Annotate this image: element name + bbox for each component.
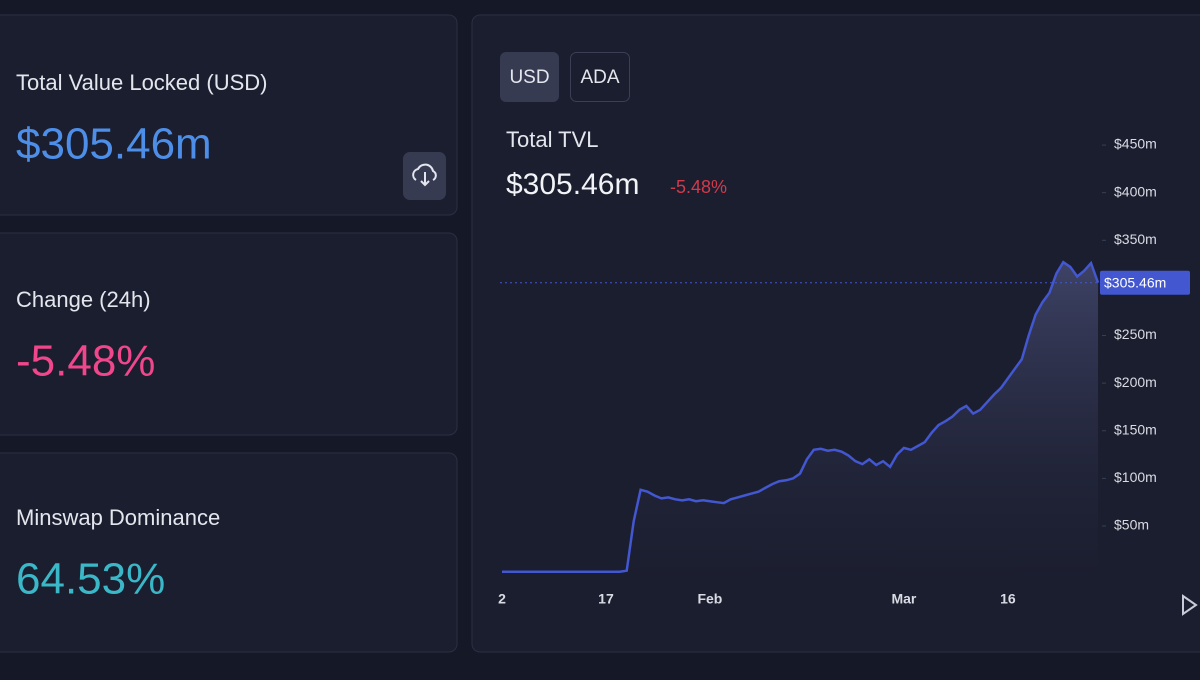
card-label: Total Value Locked (USD): [16, 70, 268, 95]
download-button[interactable]: [403, 152, 446, 200]
y-tick-label: $100m: [1114, 469, 1157, 485]
y-tick-label: $150m: [1114, 421, 1157, 437]
x-tick-label: Mar: [891, 591, 916, 607]
card-value: $305.46m: [16, 120, 212, 169]
card: [0, 452, 458, 653]
headline-value: $305.46m: [506, 168, 639, 201]
headline-change: -5.48%: [670, 177, 727, 197]
line: [502, 260, 1100, 573]
chart-title: Total TVL: [506, 127, 599, 152]
card: [0, 232, 458, 436]
x-tick-label: 16: [1000, 591, 1016, 607]
card: [0, 14, 458, 216]
card-value: 64.53%: [16, 555, 165, 604]
y-tick-label: $50m: [1114, 517, 1149, 533]
toggle-label[interactable]: ADA: [580, 67, 619, 88]
y-tick-label: $450m: [1114, 136, 1157, 152]
y-tick-label: $400m: [1114, 183, 1157, 199]
area-fill: [502, 262, 1098, 574]
scroll-icon[interactable]: [1182, 594, 1198, 616]
toggle-button[interactable]: [570, 52, 630, 102]
y-tick-label: $200m: [1114, 374, 1157, 390]
toggle-label[interactable]: USD: [509, 67, 549, 88]
card-value: -5.48%: [16, 337, 155, 386]
x-tick-label: 17: [598, 591, 614, 607]
y-tick-label: $350m: [1114, 231, 1157, 247]
x-tick-label: 2: [498, 591, 506, 607]
card-label: Change (24h): [16, 287, 151, 312]
y-tick-label: $250m: [1114, 326, 1157, 342]
marker-tag: [1100, 270, 1190, 295]
marker-label: $305.46m: [1104, 274, 1166, 290]
card-label: Minswap Dominance: [16, 505, 220, 530]
x-tick-label: Feb: [697, 591, 722, 607]
toggle-button[interactable]: [500, 52, 559, 102]
